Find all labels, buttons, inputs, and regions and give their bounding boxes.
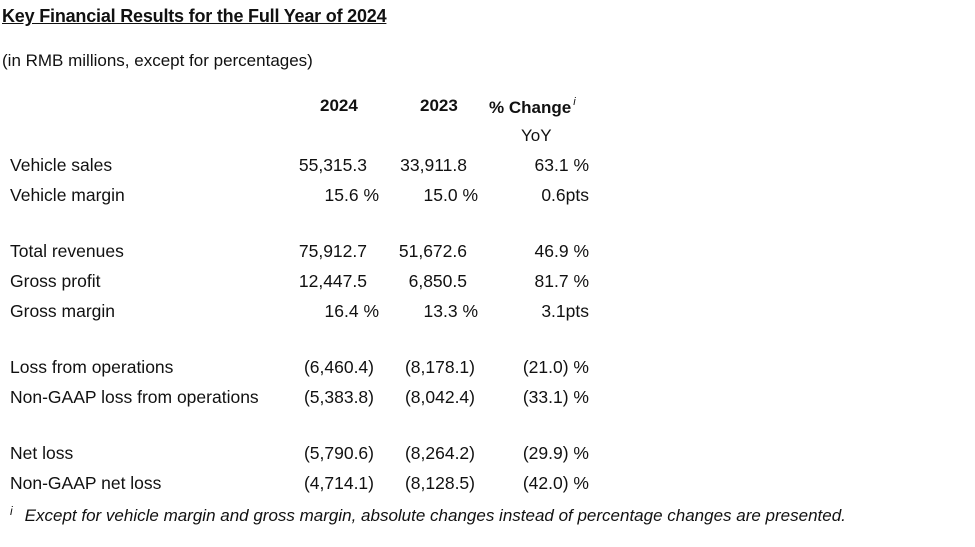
value-2024: (4,714.1) bbox=[303, 473, 374, 493]
value-change: (33.1) % bbox=[522, 387, 589, 407]
value-2023: (8,042.4) bbox=[404, 387, 475, 407]
page-title: Key Financial Results for the Full Year … bbox=[2, 6, 387, 26]
value-change: (42.0) % bbox=[522, 473, 589, 493]
footnote-text: Except for vehicle margin and gross marg… bbox=[24, 506, 846, 525]
value-2024: 75,912.7 bbox=[298, 241, 367, 261]
value-2023: 6,850.5 bbox=[408, 271, 467, 291]
value-change: 81.7 % bbox=[534, 271, 589, 291]
value-change: (21.0) % bbox=[522, 357, 589, 377]
value-2024: (5,790.6) bbox=[303, 443, 374, 463]
value-2023: 33,911.8 bbox=[400, 155, 467, 175]
value-change: (29.9) % bbox=[522, 443, 589, 463]
value-2023: 13.3 % bbox=[423, 301, 478, 321]
value-change: 63.1 % bbox=[534, 155, 589, 175]
row-label: Vehicle margin bbox=[10, 185, 125, 205]
value-2024: 16.4 % bbox=[324, 301, 379, 321]
row-label: Non-GAAP net loss bbox=[10, 473, 162, 493]
value-2024: (6,460.4) bbox=[303, 357, 374, 377]
row-label: Net loss bbox=[10, 443, 74, 463]
value-2023: (8,178.1) bbox=[404, 357, 475, 377]
column-header-yoy: YoY bbox=[521, 126, 552, 145]
row-label: Gross margin bbox=[10, 301, 116, 321]
value-2023: 51,672.6 bbox=[398, 241, 467, 261]
footnote: i Except for vehicle margin and gross mar… bbox=[10, 504, 846, 526]
table-row-vehicle-sales: Vehicle sales 55,315.3 33,911.8 63.1 % bbox=[0, 155, 975, 179]
value-change: 0.6pts bbox=[541, 185, 589, 205]
table-row-total-revenues: Total revenues 75,912.7 51,672.6 46.9 % bbox=[0, 241, 975, 265]
row-label: Non-GAAP loss from operations bbox=[10, 387, 259, 407]
row-label: Loss from operations bbox=[10, 357, 174, 377]
table-row-gross-margin: Gross margin 16.4 % 13.3 % 3.1pts bbox=[0, 301, 975, 325]
column-header-change: % Change i bbox=[489, 96, 576, 118]
row-label: Vehicle sales bbox=[10, 155, 113, 175]
footnote-reference-mark: i bbox=[573, 96, 576, 108]
value-2023: (8,264.2) bbox=[404, 443, 475, 463]
value-change: 3.1pts bbox=[541, 301, 589, 321]
value-change: 46.9 % bbox=[534, 241, 589, 261]
table-row-non-gaap-net-loss: Non-GAAP net loss (4,714.1) (8,128.5) (4… bbox=[0, 473, 975, 497]
value-2024: 15.6 % bbox=[324, 185, 379, 205]
units-note: (in RMB millions, except for percentages… bbox=[2, 51, 313, 70]
table-row-net-loss: Net loss (5,790.6) (8,264.2) (29.9) % bbox=[0, 443, 975, 467]
value-2023: (8,128.5) bbox=[404, 473, 475, 493]
value-2024: 55,315.3 bbox=[298, 155, 367, 175]
column-header-2023: 2023 bbox=[420, 96, 458, 115]
value-2024: 12,447.5 bbox=[298, 271, 367, 291]
row-label: Total revenues bbox=[10, 241, 124, 261]
table-row-loss-from-operations: Loss from operations (6,460.4) (8,178.1)… bbox=[0, 357, 975, 381]
row-label: Gross profit bbox=[10, 271, 101, 291]
footnote-mark: i bbox=[10, 504, 13, 518]
value-2023: 15.0 % bbox=[423, 185, 478, 205]
table-row-non-gaap-loss-from-operations: Non-GAAP loss from operations (5,383.8) … bbox=[0, 387, 975, 411]
value-2024: (5,383.8) bbox=[303, 387, 374, 407]
column-header-change-label: % Change bbox=[489, 98, 572, 117]
column-header-2024: 2024 bbox=[320, 96, 358, 115]
table-row-gross-profit: Gross profit 12,447.5 6,850.5 81.7 % bbox=[0, 271, 975, 295]
table-row-vehicle-margin: Vehicle margin 15.6 % 15.0 % 0.6pts bbox=[0, 185, 975, 209]
